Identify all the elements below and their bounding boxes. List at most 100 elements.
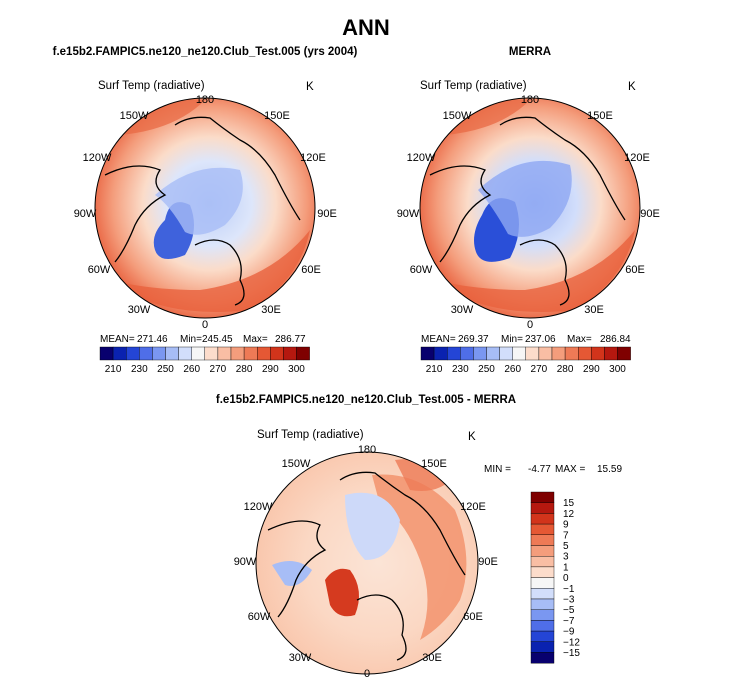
- lon-label: 30E: [422, 652, 442, 664]
- colorbar-tick-label: 9: [563, 520, 569, 531]
- colorbar-tick-label: 300: [288, 364, 305, 375]
- lon-label: 60E: [463, 611, 483, 623]
- colorbar-swatch: [420, 346, 435, 361]
- cool-region-model: [155, 167, 243, 235]
- colorbar-swatch: [530, 545, 555, 557]
- warm-region-obs: [420, 99, 530, 150]
- lon-label: 120E: [460, 501, 486, 513]
- colorbar-tick-label: 3: [563, 552, 569, 563]
- stat-max-label: Max=: [243, 334, 268, 345]
- colorbar-swatch: [486, 346, 500, 361]
- lon-label: 0: [364, 668, 370, 680]
- colorbar-swatch: [512, 346, 527, 361]
- colorbar-swatch: [257, 346, 271, 361]
- lon-label: 30E: [584, 304, 604, 316]
- colorbar-swatch: [204, 346, 219, 361]
- colorbar-swatch: [152, 346, 166, 361]
- colorbar-tick-label: 250: [478, 364, 495, 375]
- stat-mean-value: 271.46: [137, 334, 168, 345]
- panel-model-variable: Surf Temp (radiative): [98, 80, 205, 92]
- colorbar-tick-label: −12: [563, 637, 580, 648]
- stat-min-value: 237.06: [525, 334, 556, 345]
- colorbar-swatch: [538, 346, 553, 361]
- colorbar-swatch: [270, 346, 284, 361]
- stat-min-value: -4.77: [528, 464, 551, 475]
- strong-warm-anomaly: [325, 568, 359, 617]
- colorbar-obs: 210 230 250 260 270 280 290 300: [420, 346, 631, 375]
- colorbar-tick-label: −9: [563, 627, 575, 638]
- colorbar-swatch: [230, 346, 245, 361]
- lon-label: 180: [196, 94, 214, 106]
- colorbar-tick-label: 300: [609, 364, 626, 375]
- map-border-diff: [255, 451, 479, 675]
- colorbar-tick-label: −7: [563, 616, 575, 627]
- colorbar-tick-label: 250: [157, 364, 174, 375]
- cool-anomaly-region-2: [272, 561, 312, 586]
- colorbar-swatch: [617, 346, 631, 361]
- panel-obs-variable: Surf Temp (radiative): [420, 80, 527, 92]
- panel-obs-title: MERRA: [509, 46, 551, 58]
- colorbar-tick-label: 280: [557, 364, 574, 375]
- stat-mean-value: 269.37: [458, 334, 489, 345]
- colorbar-swatch: [499, 346, 513, 361]
- lon-label: 30W: [128, 304, 151, 316]
- colorbar-swatch: [530, 491, 555, 503]
- colorbar-swatch: [530, 598, 555, 610]
- colorbar-swatch: [178, 346, 192, 361]
- colorbar-swatch: [112, 346, 127, 361]
- lon-label: 90E: [478, 556, 498, 568]
- colorbar-swatch: [139, 346, 153, 361]
- lon-label: 120W: [83, 152, 112, 164]
- colorbar-tick-label: 0: [563, 573, 569, 584]
- cool-region-obs: [478, 160, 572, 237]
- colorbar-swatch: [530, 620, 555, 632]
- lon-label: 90W: [397, 208, 420, 220]
- colorbar-tick-label: 1: [563, 562, 569, 573]
- coastline-model: [104, 116, 301, 306]
- colorbar-swatch: [530, 609, 555, 621]
- colorbar-tick-label: 260: [504, 364, 521, 375]
- colorbar-swatch: [530, 588, 555, 600]
- lon-label: 90W: [74, 208, 97, 220]
- colorbar-swatch: [564, 346, 579, 361]
- panel-diff-title: f.e15b2.FAMPIC5.ne120_ne120.Club_Test.00…: [216, 394, 516, 406]
- colorbar-tick-label: 15: [563, 498, 575, 509]
- lon-label: 30E: [261, 304, 281, 316]
- stat-min-label: Min=: [501, 334, 523, 345]
- lon-label: 60W: [410, 264, 433, 276]
- colorbar-swatch: [530, 534, 555, 546]
- colorbar-swatch: [530, 513, 555, 525]
- colorbar-tick-label: 12: [563, 509, 575, 520]
- panel-model: f.e15b2.FAMPIC5.ne120_ne120.Club_Test.00…: [53, 46, 358, 375]
- colorbar-tick-label: −1: [563, 584, 575, 595]
- colorbar-tick-label: −15: [563, 648, 580, 659]
- lon-label: 0: [527, 319, 533, 331]
- lon-label: 150W: [120, 110, 149, 122]
- colorbar-swatch: [530, 556, 555, 568]
- lon-label: 150E: [264, 110, 290, 122]
- stat-min-label: MIN =: [484, 464, 511, 475]
- stat-mean-label: MEAN=: [100, 334, 135, 345]
- lon-label: 90E: [640, 208, 660, 220]
- colorbar-swatch: [433, 346, 448, 361]
- map-border-obs: [419, 97, 641, 319]
- colorbar-swatch: [578, 346, 592, 361]
- colorbar-tick-label: 280: [236, 364, 253, 375]
- colorbar-tick-label: 260: [183, 364, 200, 375]
- colorbar-tick-label: 230: [131, 364, 148, 375]
- cool-anomaly-region: [345, 492, 400, 560]
- panel-diff-units: K: [468, 431, 476, 443]
- lon-label: 90E: [317, 208, 337, 220]
- colorbar-swatch: [460, 346, 474, 361]
- stat-max-value: 286.77: [275, 334, 306, 345]
- warm-region-model: [95, 99, 205, 150]
- colorbar-tick-label: 270: [210, 364, 227, 375]
- stat-max-value: 15.59: [597, 464, 622, 475]
- lon-label: 30W: [451, 304, 474, 316]
- panel-obs: MERRA Surf Temp (radiative) K 180 150E 1…: [397, 46, 660, 375]
- colorbar-tick-label: 7: [563, 530, 569, 541]
- lon-label: 150W: [282, 458, 311, 470]
- colorbar-swatch: [296, 346, 310, 361]
